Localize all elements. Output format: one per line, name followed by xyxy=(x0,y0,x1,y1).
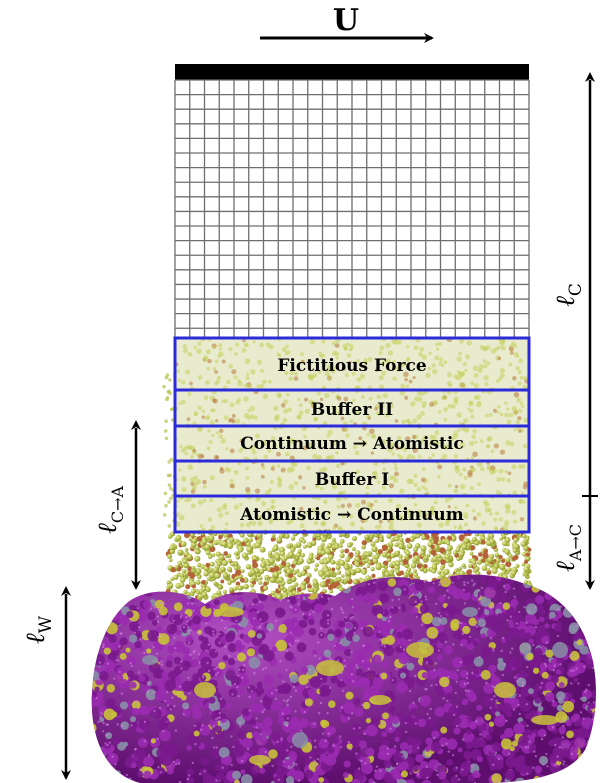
label-fictitious-force: Fictitious Force xyxy=(277,356,426,376)
label-buffer-2: Buffer II xyxy=(311,400,393,420)
dim-label-continuum-to-atomistic: ℓC→A xyxy=(93,486,127,534)
label-buffer-1: Buffer I xyxy=(315,470,389,490)
label-continuum-to-atomistic: Continuum → Atomistic xyxy=(240,434,463,454)
dim-label-continuum: ℓC xyxy=(551,283,586,307)
dimension-continuum xyxy=(582,80,598,588)
velocity-label: U xyxy=(333,3,359,38)
moving-wall xyxy=(175,64,529,80)
dim-label-atomistic-to-continuum: ℓA→C xyxy=(551,524,585,572)
protein-wall xyxy=(83,565,603,783)
dim-label-wall: ℓW xyxy=(21,615,56,644)
label-atomistic-to-continuum: Atomistic → Continuum xyxy=(239,505,463,525)
continuum-mesh xyxy=(175,80,529,338)
